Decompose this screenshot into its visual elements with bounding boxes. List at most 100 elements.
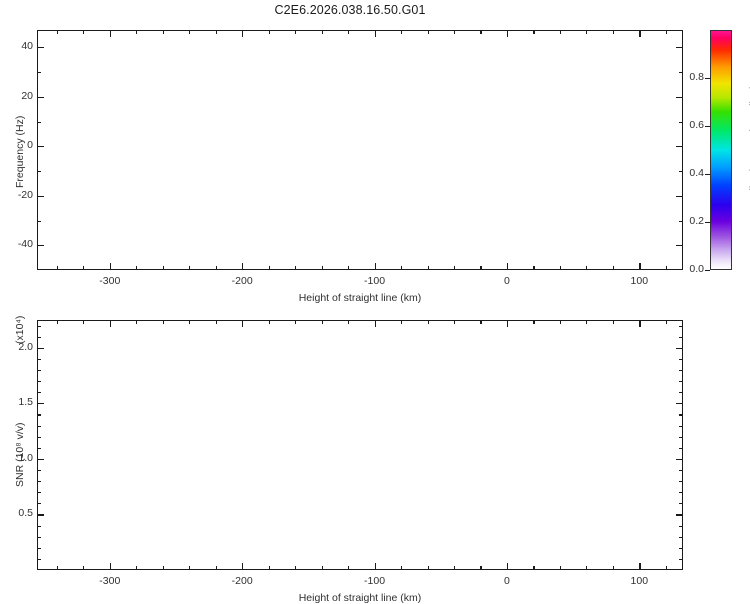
axis-tick	[109, 30, 111, 37]
axis-tick	[679, 171, 683, 173]
axis-tick	[480, 566, 482, 570]
axis-tick	[215, 566, 217, 570]
axis-tick	[679, 481, 683, 483]
axis-tick	[427, 266, 429, 270]
axis-tick	[37, 436, 41, 438]
axis-tick	[453, 320, 456, 324]
axis-tick	[37, 492, 41, 494]
axis-tick	[37, 121, 41, 123]
axis-tick	[348, 566, 350, 570]
snr-y-axis-label: SNR (10⁸ v/v)	[14, 422, 26, 487]
axis-tick	[639, 320, 641, 327]
axis-tick-label: 1.0	[18, 451, 33, 464]
axis-tick	[453, 30, 456, 34]
axis-tick	[679, 392, 683, 394]
axis-tick	[321, 30, 323, 34]
axis-tick	[37, 146, 44, 148]
axis-tick-label: -40	[17, 238, 33, 251]
colorbar-gradient	[711, 31, 731, 269]
axis-tick-label: 100	[630, 575, 649, 587]
axis-tick	[427, 30, 429, 34]
axis-tick	[37, 195, 44, 197]
axis-tick	[321, 266, 323, 270]
axis-tick	[295, 566, 297, 570]
axis-tick	[453, 266, 456, 270]
axis-tick-label: 0.6	[689, 119, 704, 131]
axis-tick	[215, 266, 217, 270]
axis-tick	[37, 336, 41, 338]
axis-tick	[56, 266, 58, 270]
axis-tick	[665, 266, 667, 270]
axis-tick-label: -100	[364, 275, 386, 287]
axis-tick	[37, 481, 41, 483]
axis-tick	[321, 566, 323, 570]
axis-tick	[559, 566, 561, 570]
axis-tick-label: 0.4	[689, 167, 704, 179]
axis-tick-label: 0	[504, 275, 510, 287]
axis-tick	[676, 146, 683, 148]
axis-tick	[665, 566, 667, 570]
axis-tick	[480, 266, 482, 270]
axis-tick-label: 0.8	[689, 71, 704, 83]
axis-tick	[295, 320, 297, 324]
axis-tick	[679, 436, 683, 438]
axis-tick	[506, 320, 509, 327]
axis-tick	[679, 414, 683, 416]
axis-tick	[37, 458, 44, 460]
axis-tick	[189, 30, 191, 34]
axis-tick	[676, 458, 683, 460]
axis-tick	[37, 536, 41, 538]
axis-tick	[83, 566, 85, 570]
axis-tick-label: 40	[21, 40, 33, 53]
axis-tick	[189, 566, 191, 570]
axis-tick	[56, 320, 58, 324]
axis-tick	[83, 266, 85, 270]
axis-tick	[559, 266, 561, 270]
axis-tick	[676, 195, 683, 197]
axis-tick	[427, 566, 429, 570]
axis-tick	[37, 47, 44, 49]
axis-tick	[37, 470, 41, 472]
axis-tick-label: 0.2	[689, 215, 704, 227]
axis-tick	[37, 171, 41, 173]
axis-tick	[401, 266, 403, 270]
axis-tick	[189, 320, 191, 324]
axis-tick	[83, 30, 85, 34]
axis-tick	[37, 525, 41, 527]
axis-tick	[56, 30, 58, 34]
axis-tick	[586, 566, 588, 570]
axis-tick	[639, 30, 641, 37]
axis-tick	[268, 566, 270, 570]
axis-tick	[37, 245, 44, 247]
axis-tick	[109, 320, 111, 327]
axis-tick	[348, 320, 350, 324]
axis-tick	[37, 72, 41, 74]
axis-tick	[679, 381, 683, 383]
axis-tick	[374, 263, 376, 270]
axis-tick	[37, 392, 41, 394]
axis-tick	[679, 547, 683, 549]
spectrogram-y-axis-label: Frequency (Hz)	[14, 115, 26, 188]
axis-tick	[215, 30, 217, 34]
colorbar-tick	[705, 78, 710, 80]
axis-tick	[83, 320, 85, 324]
axis-tick	[242, 320, 244, 327]
axis-tick	[295, 30, 297, 34]
axis-tick	[586, 266, 588, 270]
axis-tick	[679, 358, 683, 360]
axis-tick	[665, 320, 667, 324]
axis-tick	[56, 566, 58, 570]
axis-tick	[37, 425, 41, 427]
axis-tick	[37, 347, 44, 349]
axis-tick-label: -300	[99, 275, 121, 287]
axis-tick-label: 0	[27, 139, 33, 152]
axis-tick	[401, 566, 403, 570]
axis-tick	[37, 414, 41, 416]
axis-tick-label: -200	[231, 275, 253, 287]
axis-tick-label: -300	[99, 575, 121, 587]
axis-tick	[427, 320, 429, 324]
axis-tick	[679, 492, 683, 494]
axis-tick	[136, 30, 138, 34]
colorbar-tick	[705, 270, 710, 272]
axis-tick	[676, 96, 683, 98]
